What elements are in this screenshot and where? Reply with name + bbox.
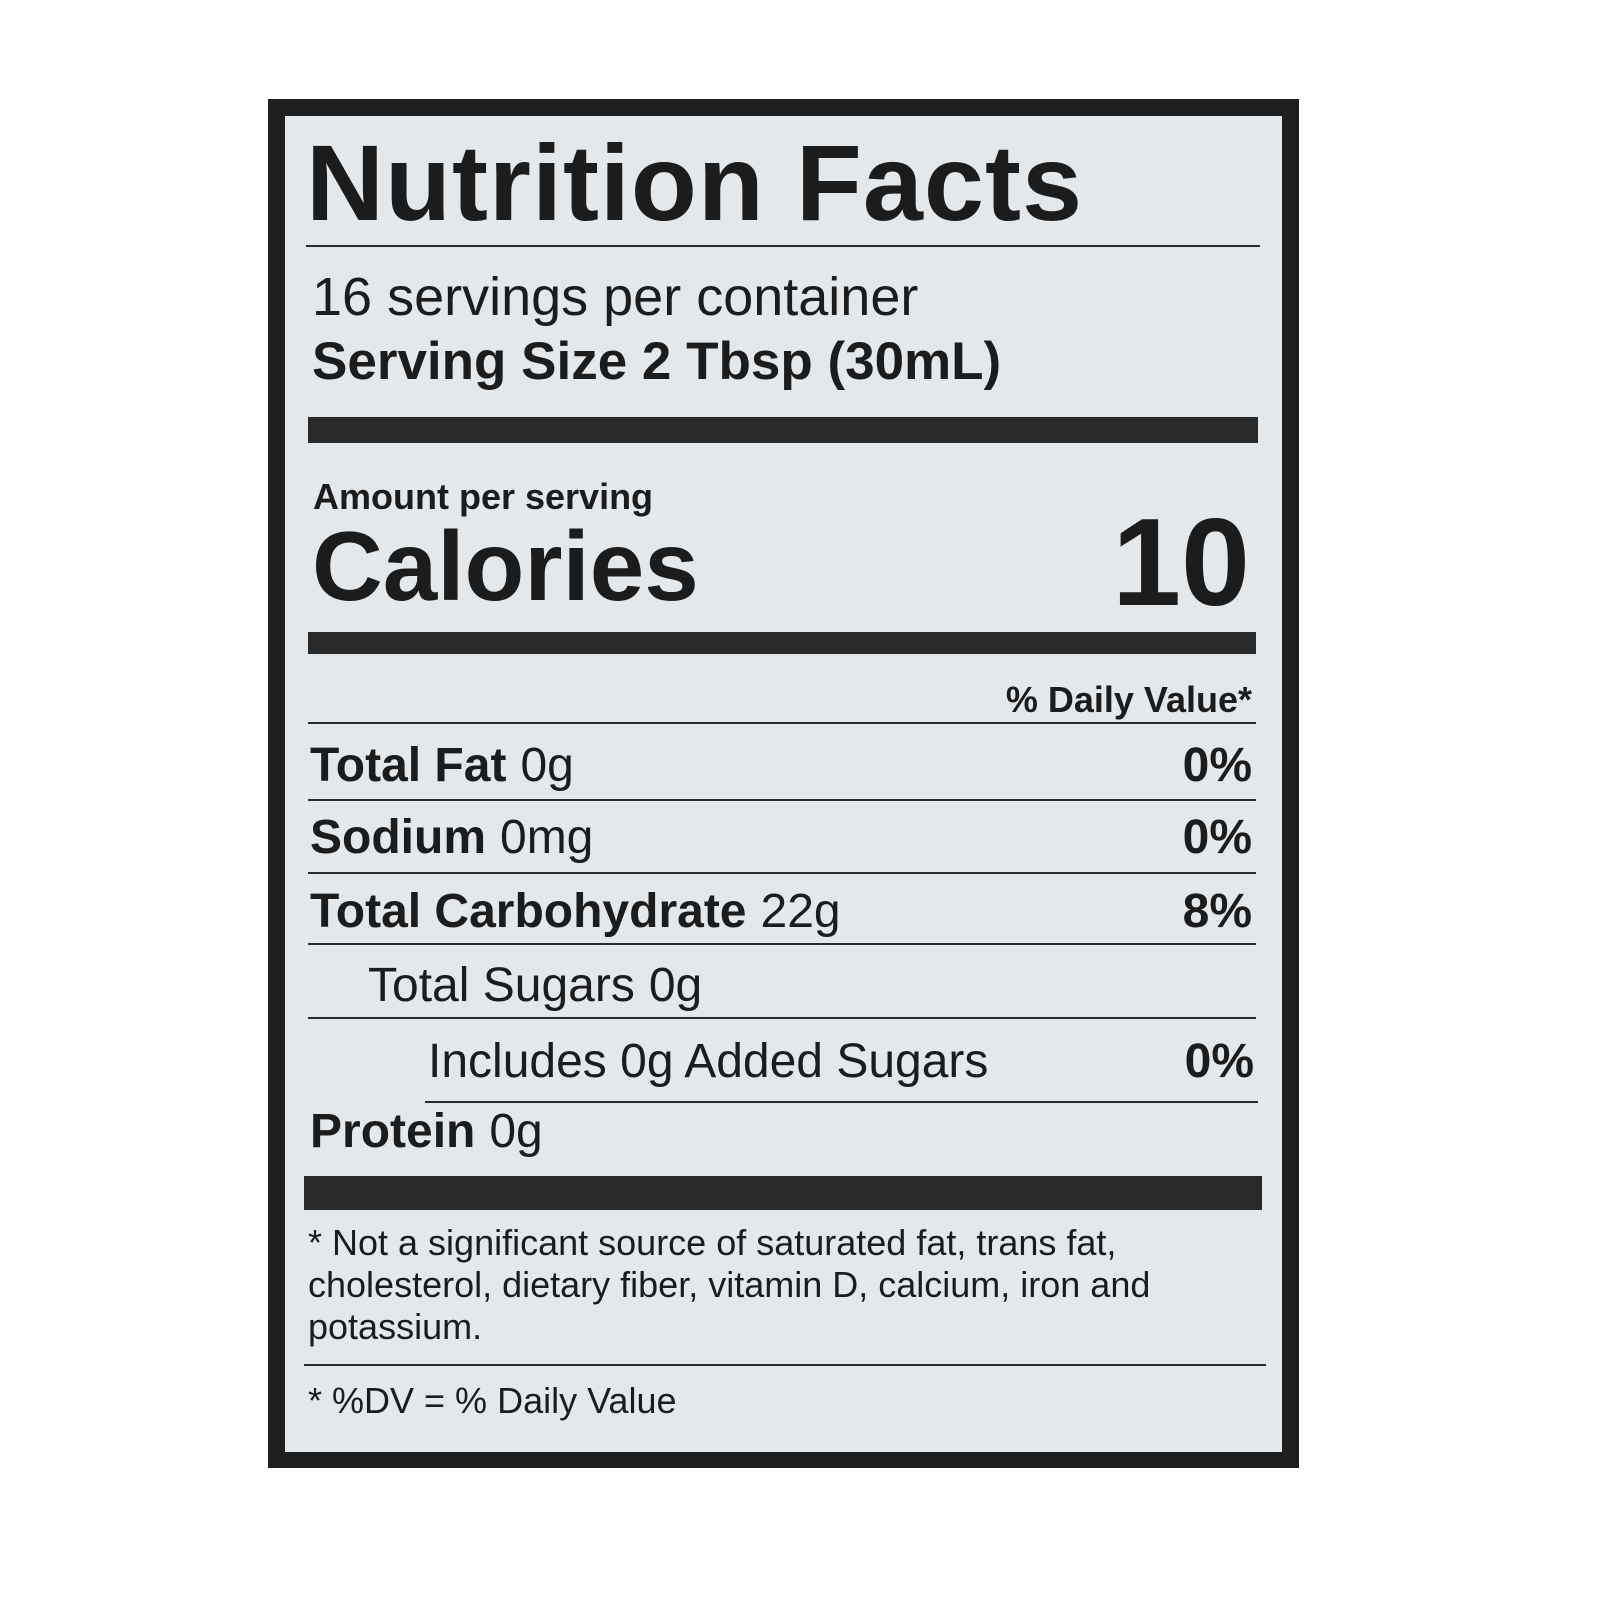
nutrient-dv: 0% (1182, 738, 1252, 792)
amount-per-serving: Amount per serving (313, 476, 654, 517)
nutrient-amount: 0mg (500, 810, 594, 864)
thin-rule (308, 1017, 1256, 1019)
nutrient-amount: 0g (489, 1104, 543, 1158)
thick-rule (308, 417, 1258, 443)
thin-rule (308, 722, 1256, 724)
nutrient-row: Protein 0g (310, 1096, 1252, 1166)
label-panel (285, 116, 1282, 1452)
nutrient-row: Total Fat 0g 0% (310, 730, 1252, 800)
nutrient-amount: 0g (520, 738, 574, 792)
serving-size-value: 2 Tbsp (30mL) (641, 332, 1002, 391)
nutrient-dv: 0% (1182, 810, 1252, 864)
thin-rule (304, 1364, 1266, 1366)
thin-rule (308, 799, 1256, 801)
nutrient-name: Sodium (310, 810, 486, 864)
nutrient-row: Sodium 0mg 0% (310, 802, 1252, 872)
title: Nutrition Facts (306, 122, 1084, 243)
footnote: * Not a significant source of saturated … (308, 1222, 1151, 1347)
footnote: * %DV = % Daily Value (308, 1380, 677, 1421)
calories-label: Calories (312, 511, 699, 621)
thick-rule (308, 632, 1256, 654)
thin-rule (308, 943, 1256, 945)
nutrient-row: Includes 0g Added Sugars 0% (428, 1026, 1254, 1096)
nutrient-name: Total Sugars (368, 958, 635, 1012)
nutrient-row: Total Carbohydrate 22g 8% (310, 876, 1252, 946)
thin-rule (425, 1101, 1258, 1103)
nutrient-dv: 8% (1182, 884, 1252, 938)
serving-size-label: Serving Size (312, 332, 628, 391)
dv-header: % Daily Value* (1005, 679, 1252, 720)
nutrient-name: Total Fat (310, 738, 507, 792)
thin-rule (306, 245, 1260, 247)
nutrient-name: Includes 0g Added Sugars (428, 1034, 989, 1088)
thick-rule (304, 1176, 1262, 1210)
nutrient-amount: 0g (648, 958, 703, 1012)
calories-value: 10 (1112, 494, 1250, 632)
nutrient-name: Total Carbohydrate (310, 884, 747, 938)
thin-rule (308, 872, 1256, 874)
serving-size: Serving Size 2 Tbsp (30mL) (312, 331, 1001, 392)
nutrient-amount: 22g (760, 884, 841, 938)
nutrient-row: Total Sugars 0g (368, 950, 1252, 1020)
servings: 16 servings per container (312, 267, 919, 327)
nutrient-name: Protein (310, 1104, 476, 1158)
nutrient-dv: 0% (1184, 1034, 1254, 1088)
